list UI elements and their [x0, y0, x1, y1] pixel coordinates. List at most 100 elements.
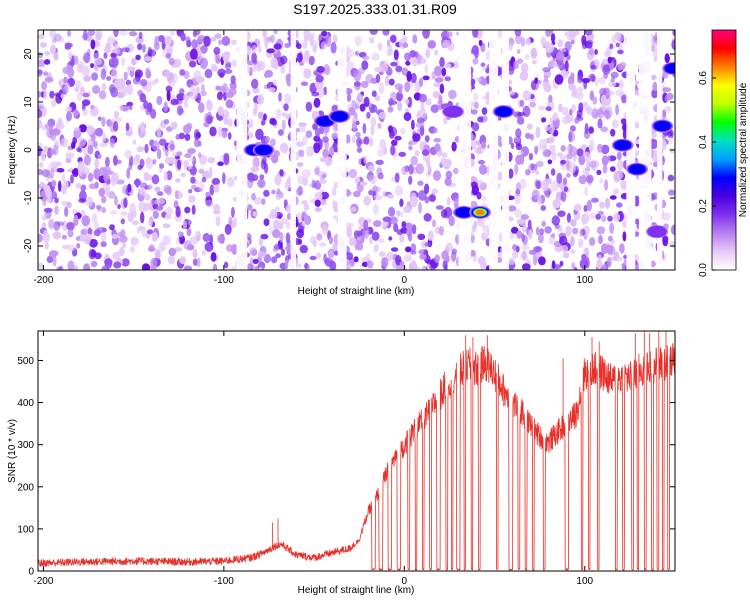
heatmap-cell: [86, 196, 93, 207]
heatmap-cell: [77, 164, 84, 176]
heatmap-cell: [570, 219, 577, 227]
heatmap-cell: [81, 209, 86, 216]
heatmap-cell: [444, 264, 448, 270]
heatmap-cell: [148, 218, 153, 227]
heatmap-cell: [296, 52, 303, 63]
heatmap-cell: [612, 212, 621, 222]
heatmap-cell: [418, 202, 422, 214]
heatmap-cell: [65, 157, 72, 164]
heatmap-cell: [72, 208, 78, 215]
heatmap-cell: [417, 180, 424, 186]
heatmap-cell: [556, 152, 563, 157]
heatmap-cell: [444, 177, 452, 187]
heatmap-cell: [56, 122, 65, 131]
heatmap-cell: [303, 68, 312, 79]
heatmap-cell: [376, 173, 384, 180]
heatmap-cell: [600, 94, 607, 106]
heatmap-cell: [515, 154, 523, 165]
heatmap-cell: [453, 60, 459, 70]
heatmap-cell: [149, 80, 157, 86]
heatmap-cell: [617, 171, 624, 180]
heatmap-cell: [446, 196, 451, 206]
heatmap-cell: [610, 77, 615, 84]
heatmap-cell: [507, 136, 513, 145]
heatmap-cell: [316, 233, 323, 241]
heatmap-cell: [309, 255, 317, 261]
heatmap-cell: [278, 222, 284, 230]
heatmap-cell: [581, 253, 587, 261]
heatmap-cell: [366, 174, 374, 180]
heatmap-cell: [560, 190, 567, 202]
heatmap-cell: [191, 39, 198, 49]
heatmap-cell: [508, 257, 515, 265]
heatmap-cell: [403, 254, 412, 262]
heatmap-cell: [425, 98, 432, 106]
heatmap-cell: [166, 170, 173, 181]
heatmap-cell: [257, 178, 266, 189]
heatmap-cell: [622, 231, 627, 242]
heatmap-cell: [366, 111, 371, 119]
heatmap-cell: [316, 252, 322, 259]
heatmap-cell: [613, 188, 620, 195]
heatmap-cell: [152, 159, 157, 165]
heatmap-cell: [196, 86, 200, 93]
heatmap-cell: [320, 191, 330, 200]
heatmap-cell: [231, 243, 238, 255]
heatmap-cell: [152, 210, 159, 219]
heatmap-cell: [508, 43, 513, 51]
heatmap-hotspot: [452, 205, 475, 219]
heatmap-cell: [188, 195, 196, 203]
heatmap-cell: [373, 194, 383, 201]
heatmap-cell: [356, 137, 362, 148]
heatmap-cell: [78, 61, 85, 70]
heatmap-cell: [403, 205, 412, 214]
heatmap-cell: [390, 34, 397, 43]
heatmap-cell: [145, 156, 152, 165]
heatmap-cell: [541, 117, 547, 123]
heatmap-cell: [101, 132, 107, 142]
heatmap-cell: [209, 126, 217, 137]
heatmap-cell: [263, 189, 270, 197]
heatmap-cell: [211, 177, 220, 186]
heatmap-cell: [564, 31, 569, 37]
heatmap-cell: [228, 216, 233, 226]
heatmap-gap: [236, 30, 248, 270]
heatmap-cell: [164, 213, 172, 220]
heatmap-cell: [406, 70, 412, 82]
heatmap-cell: [548, 123, 555, 135]
heatmap-cell: [258, 266, 263, 270]
hotspot-level: [255, 144, 272, 156]
heatmap-cell: [130, 236, 139, 246]
heatmap-cell: [348, 106, 356, 116]
heatmap-cell: [621, 94, 628, 104]
heatmap-cell: [274, 174, 282, 186]
heatmap-cell: [142, 44, 146, 53]
heatmap-cell: [542, 79, 550, 89]
heatmap-cell: [133, 154, 139, 166]
heatmap-cell: [140, 121, 145, 134]
hotspot-level: [331, 111, 348, 122]
heatmap-cell: [247, 263, 252, 270]
heatmap-cell: [521, 263, 531, 270]
heatmap-cell: [91, 72, 99, 81]
heatmap-cell: [120, 218, 126, 225]
heatmap-cell: [156, 148, 162, 160]
heatmap-cell: [522, 90, 532, 101]
heatmap-cell: [203, 35, 211, 47]
heatmap-cell: [383, 146, 388, 155]
heatmap-cell: [280, 55, 288, 65]
heatmap-cell: [263, 218, 270, 227]
heatmap-cell: [154, 35, 160, 47]
heatmap-cell: [143, 100, 149, 110]
heatmap-cell: [93, 168, 101, 180]
heatmap-cell: [565, 225, 572, 237]
heatmap-gap: [638, 30, 652, 270]
heatmap-cell: [672, 30, 675, 36]
heatmap-cell: [390, 247, 399, 252]
heatmap-cell: [331, 132, 339, 140]
heatmap-cell: [399, 261, 405, 266]
heatmap-cell: [43, 184, 51, 193]
heatmap-cell: [569, 125, 576, 132]
heatmap-cell: [472, 58, 479, 65]
heatmap-cell: [325, 35, 332, 48]
